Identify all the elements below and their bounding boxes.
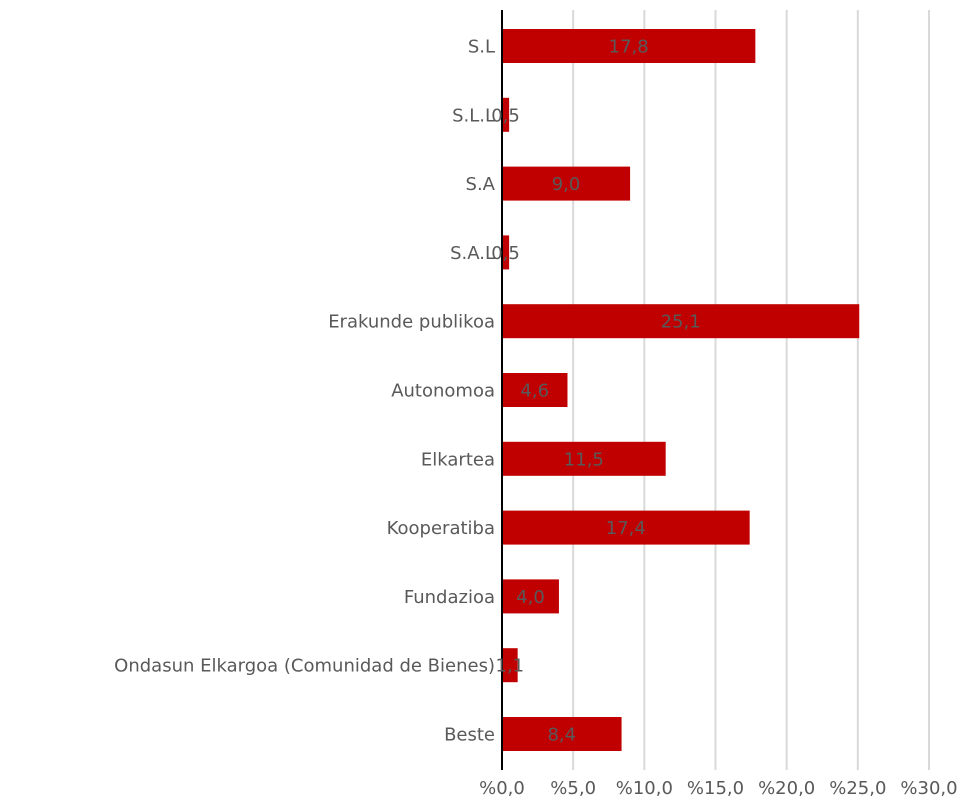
- bar: [502, 441, 666, 476]
- bar-data-label: 9,0: [552, 174, 581, 195]
- bar: [502, 373, 568, 407]
- x-tick-label: %10,0: [616, 778, 673, 799]
- bar-data-label: 0,5: [491, 243, 520, 264]
- category-label: Ondasun Elkargoa (Comunidad de Bienes): [114, 656, 495, 677]
- bar-data-label: 8,4: [547, 725, 576, 746]
- bar: [502, 648, 518, 683]
- category-label: Erakunde publikoa: [328, 312, 495, 333]
- bar-data-label: 11,5: [564, 449, 604, 470]
- bar: [502, 510, 750, 545]
- category-label: Elkartea: [421, 449, 495, 470]
- category-label: Autonomoa: [391, 381, 495, 402]
- bar: [502, 29, 756, 63]
- bar-data-label: 4,0: [516, 587, 545, 608]
- bar-data-label: 17,4: [606, 518, 646, 539]
- category-label: S.A: [466, 174, 496, 195]
- x-tick-label: %25,0: [829, 778, 886, 799]
- bar: [502, 97, 510, 132]
- x-tick-label: %20,0: [758, 778, 815, 799]
- x-tick-label: %5,0: [550, 778, 596, 799]
- bar-data-label: 1,1: [496, 656, 525, 677]
- category-label: Kooperatiba: [387, 518, 495, 539]
- gridlines: [572, 10, 930, 770]
- bar: [502, 717, 622, 751]
- bar: [502, 166, 631, 201]
- x-tick-label: %30,0: [900, 778, 957, 799]
- bar: [502, 304, 860, 339]
- bar: [502, 235, 510, 270]
- x-tick-label: %15,0: [687, 778, 744, 799]
- bar-data-label: 4,6: [520, 381, 549, 402]
- category-label: S.L: [468, 37, 495, 58]
- bar-data-label: 25,1: [661, 312, 701, 333]
- bar-data-label: 0,5: [491, 105, 520, 126]
- bar: [502, 579, 559, 614]
- bars: [502, 29, 860, 751]
- labels: %0,0 %5,0 %10,0 %15,0 %20,0 %25,0 %30,0 17,8 S.L…: [114, 37, 957, 800]
- bar-data-label: 17,8: [609, 37, 649, 58]
- x-tick-label: %0,0: [479, 778, 525, 799]
- category-label: Beste: [444, 725, 495, 746]
- category-label: S.L.L: [452, 105, 495, 126]
- category-label: Fundazioa: [404, 587, 495, 608]
- category-label: S.A.L: [450, 243, 495, 264]
